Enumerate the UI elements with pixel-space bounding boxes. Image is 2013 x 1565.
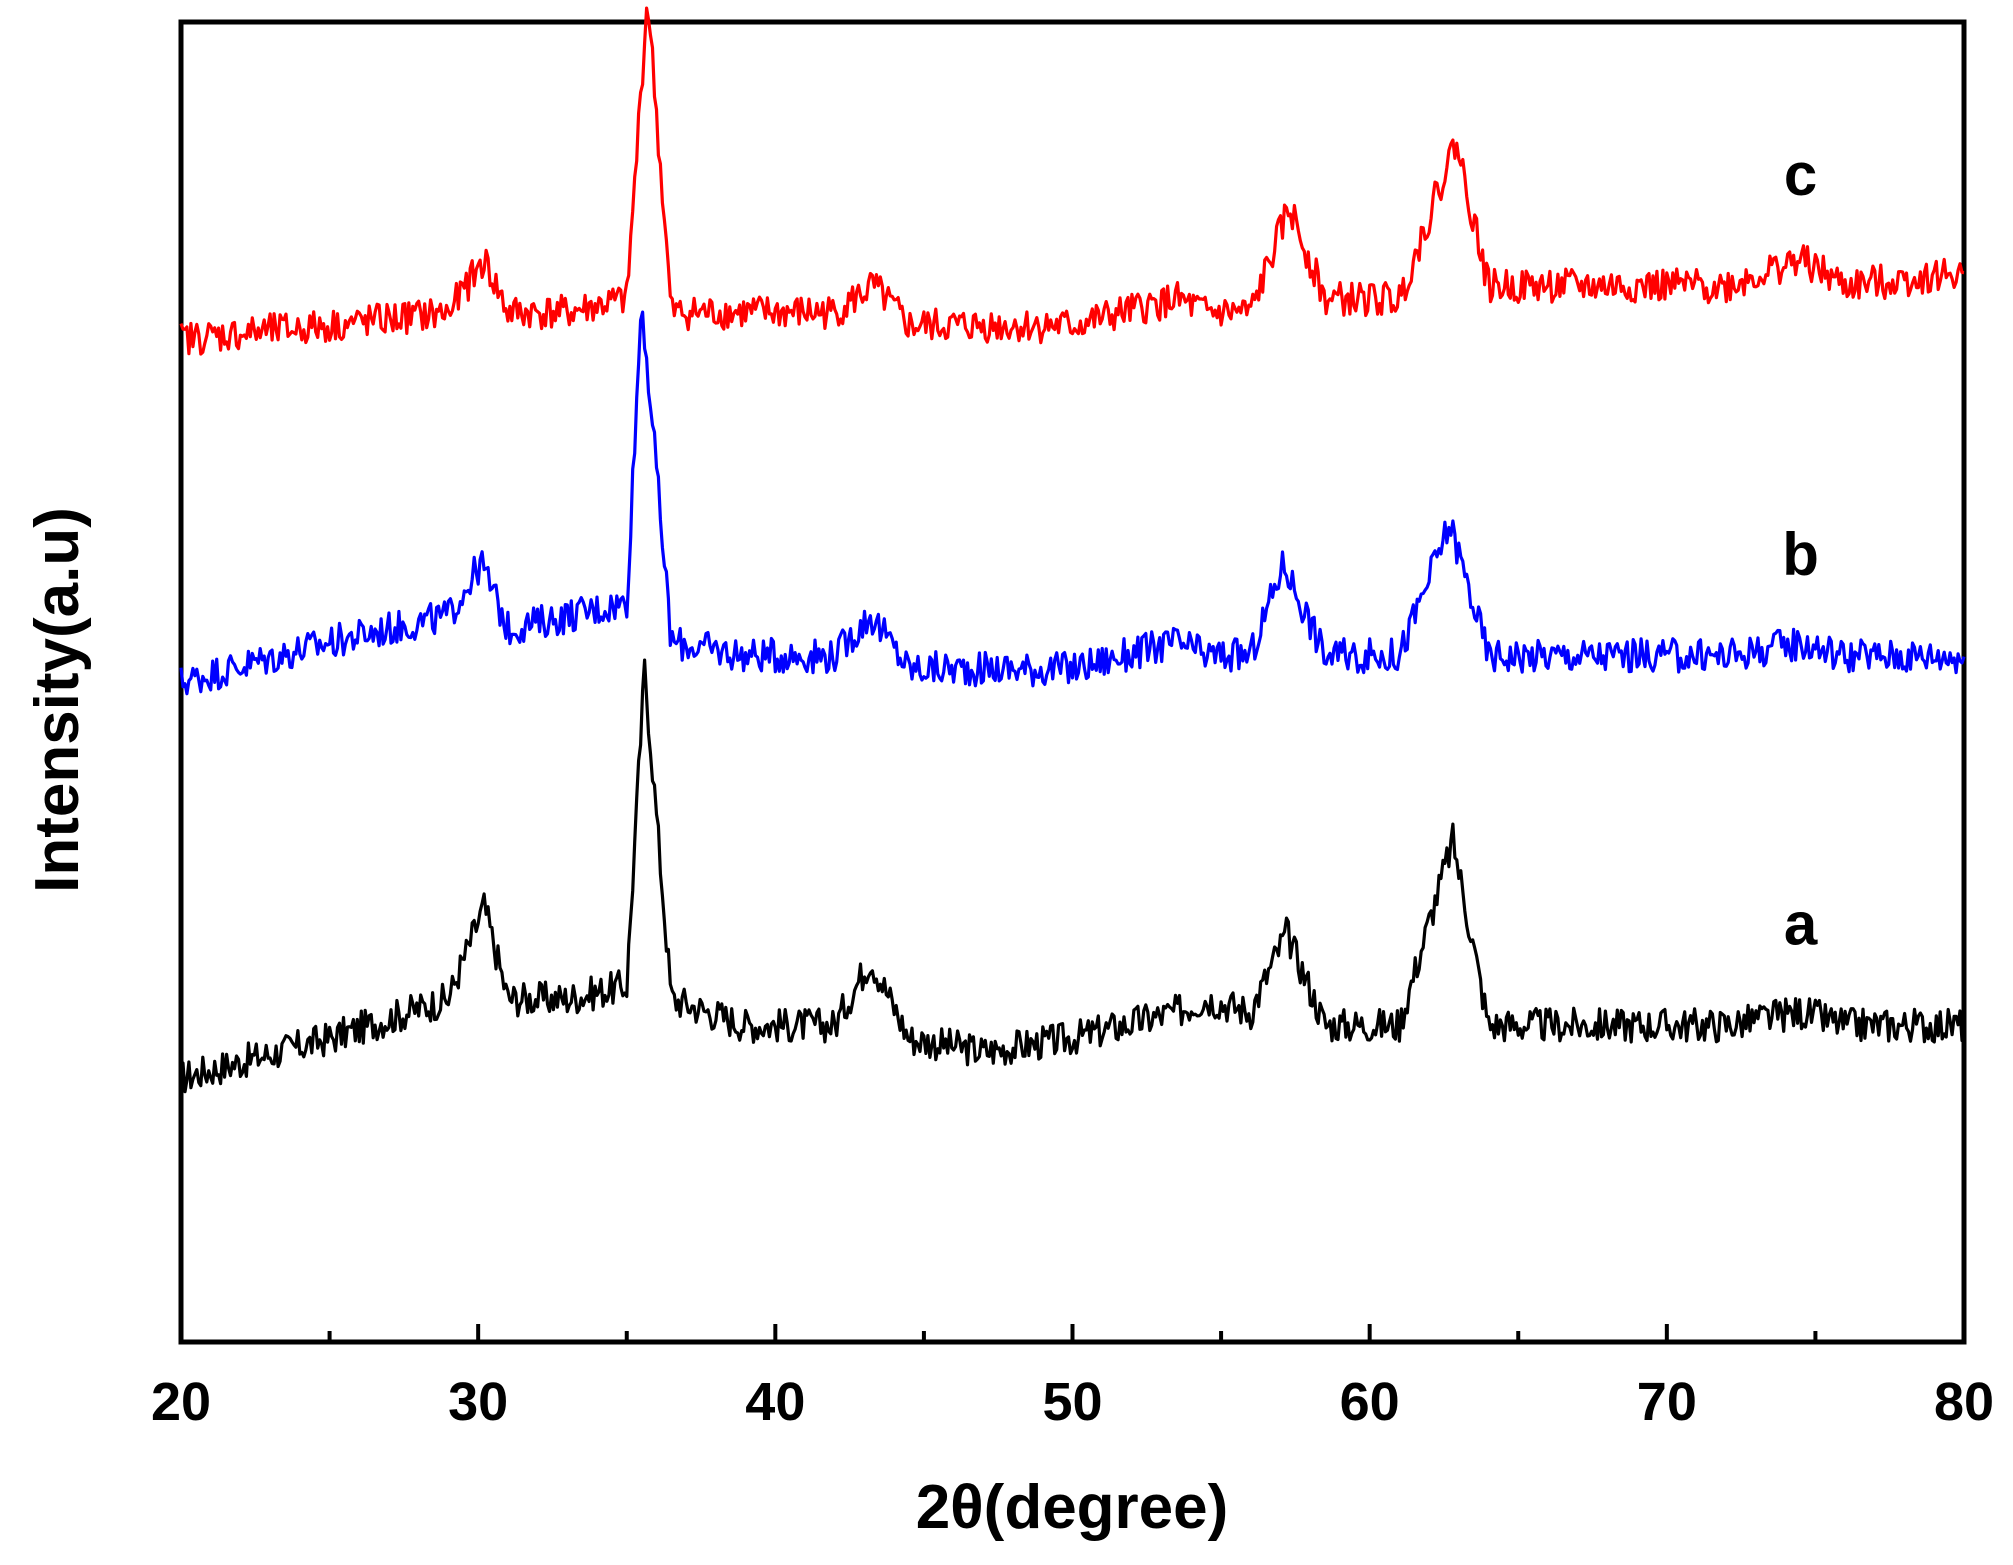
- x-tick-label: 60: [1340, 1372, 1400, 1432]
- x-tick-label: 70: [1637, 1372, 1697, 1432]
- x-tick-label: 50: [1042, 1372, 1102, 1432]
- labels-layer: a b c: [1782, 141, 1819, 958]
- x-tick-label: 30: [448, 1372, 508, 1432]
- plot-frame: [178, 19, 1967, 1345]
- x-tick-label: 40: [745, 1372, 805, 1432]
- series-label-c: c: [1784, 141, 1817, 208]
- x-tick-label: 20: [151, 1372, 211, 1432]
- series-label-b: b: [1782, 521, 1819, 588]
- series-line-a: [180, 658, 1966, 1094]
- series-line-c: [179, 6, 1965, 356]
- series-layer: [179, 6, 1966, 1094]
- x-axis-title: 2θ(degree): [916, 1473, 1229, 1542]
- x-axis-ticks: 20 30 40 50 60 70 80: [151, 1324, 1994, 1432]
- series-label-a: a: [1784, 891, 1818, 958]
- x-tick-label: 80: [1934, 1372, 1994, 1432]
- series-line-b: [179, 310, 1966, 696]
- y-axis-title: Intensity(a.u): [23, 507, 92, 893]
